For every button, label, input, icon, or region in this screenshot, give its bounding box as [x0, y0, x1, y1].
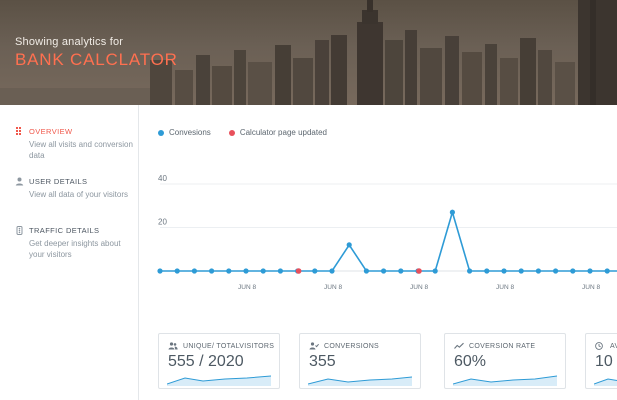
legend-dot [158, 129, 164, 136]
conversions-data-point [277, 268, 283, 274]
sidebar-item-description: View all data of your visitors [29, 190, 129, 199]
stat-card-value: 60% [454, 353, 487, 370]
sidebar-item-label: TRAFFIC DETAILS [29, 226, 100, 235]
conversions-data-point [535, 268, 541, 274]
app-title: BANK CALCLATOR [15, 50, 178, 69]
conversions-line-chart: 40 20 JUN 8 JUN 8 JUN 8 JUN 8 JUN 8 [157, 174, 617, 291]
trend-icon [454, 342, 464, 349]
legend-label: Calculator page updated [239, 128, 327, 137]
sparkline [167, 375, 272, 386]
stat-card-value: 355 [309, 353, 336, 370]
legend-dot [228, 129, 235, 136]
city-skyline-image [0, 0, 617, 105]
conversions-data-point [432, 268, 438, 274]
page-updated-marker [295, 268, 302, 274]
stat-card-conversion-rate[interactable]: COVERSION RATE 60% [444, 333, 566, 389]
stat-card-label: AV [610, 342, 617, 350]
conversions-data-point [398, 268, 404, 274]
hero-caption: Showing analytics for [15, 36, 124, 48]
conversions-data-point [604, 268, 610, 274]
sidebar: OVERVIEW View all visits and conversion … [0, 105, 139, 400]
conversions-data-point [484, 268, 490, 274]
conversions-data-point [449, 209, 455, 215]
sparkline [453, 375, 558, 386]
sidebar-item-label: USER DETAILS [29, 177, 88, 186]
sparkline [308, 376, 413, 386]
conversions-data-point [570, 268, 576, 274]
conversions-data-point [260, 268, 266, 274]
conversions-data-point [174, 268, 180, 274]
conversions-data-point [191, 268, 197, 274]
page-updated-marker [416, 268, 422, 274]
x-tick-label: JUN 8 [496, 284, 514, 291]
legend-item-page-updated[interactable]: Calculator page updated [228, 128, 327, 137]
legend-item-conversions[interactable]: Convesions [158, 128, 211, 137]
stat-card-label: COVERSION RATE [469, 342, 536, 350]
y-tick-label: 40 [158, 174, 167, 183]
sidebar-item-overview[interactable]: OVERVIEW View all visits and conversion … [15, 127, 135, 161]
sidebar-item-description: View all visits and conversion data [29, 140, 133, 160]
conversions-data-point [501, 268, 507, 274]
y-tick-label: 20 [158, 218, 167, 227]
overview-grid-icon [16, 127, 21, 135]
stat-card-average[interactable]: AV 10 [585, 333, 617, 389]
x-tick-label: JUN 8 [324, 284, 342, 291]
chart-legend: Convesions Calculator page updated [158, 128, 345, 137]
conversions-data-point [381, 268, 387, 274]
conversions-data-point [226, 268, 232, 274]
user-check-icon [309, 342, 319, 350]
conversions-data-point [209, 268, 215, 274]
conversions-data-point [312, 268, 318, 274]
conversions-data-point [157, 268, 163, 274]
conversions-data-point [346, 242, 352, 248]
conversions-series-line [160, 209, 617, 272]
conversions-data-point [467, 268, 473, 274]
sparkline [594, 378, 617, 386]
conversions-data-point [553, 268, 559, 274]
users-icon [168, 342, 178, 350]
conversions-data-point [329, 268, 335, 274]
x-tick-label: JUN 8 [238, 284, 256, 291]
stat-card-value: 555 / 2020 [168, 353, 244, 370]
hero-banner: Showing analytics for BANK CALCLATOR [0, 0, 617, 105]
stat-card-value: 10 [595, 353, 613, 370]
clock-icon [595, 342, 603, 350]
stat-card-visitors[interactable]: UNIQUE/ TOTALVISITORS 555 / 2020 [158, 333, 280, 389]
conversions-data-point [587, 268, 593, 274]
traffic-icon [16, 226, 23, 235]
conversions-data-point [363, 268, 369, 274]
stat-card-label: UNIQUE/ TOTALVISITORS [183, 342, 275, 350]
x-tick-label: JUN 8 [582, 284, 600, 291]
conversions-data-point [243, 268, 249, 274]
sidebar-item-traffic-details[interactable]: TRAFFIC DETAILS Get deeper insights abou… [15, 226, 135, 260]
legend-label: Convesions [169, 128, 211, 137]
sidebar-item-label: OVERVIEW [29, 127, 73, 136]
user-icon [15, 177, 24, 186]
sidebar-item-user-details[interactable]: USER DETAILS View all data of your visit… [15, 177, 135, 200]
x-tick-label: JUN 8 [410, 284, 428, 291]
conversions-data-point [518, 268, 524, 274]
stat-card-conversions[interactable]: CONVERSIONS 355 [299, 333, 421, 389]
sidebar-item-description: Get deeper insights about your visitors [29, 239, 121, 259]
stat-card-label: CONVERSIONS [324, 342, 380, 350]
